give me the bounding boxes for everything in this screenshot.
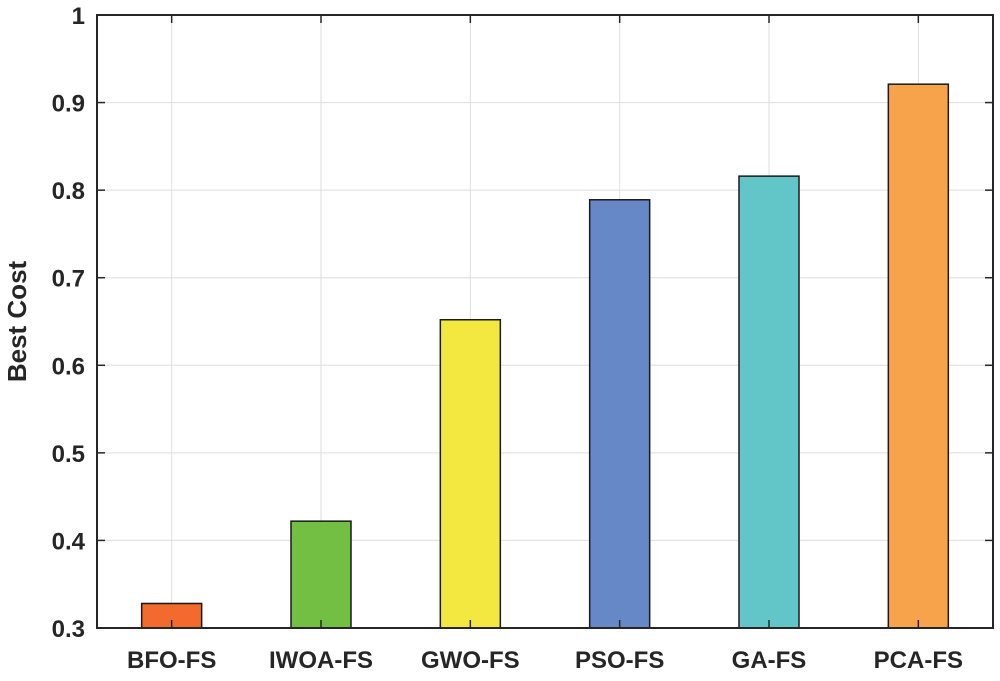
y-tick-label: 0.6 bbox=[52, 353, 85, 380]
x-tick-labels: BFO-FS IWOA-FS GWO-FS PSO-FS GA-FS PCA-FS bbox=[127, 647, 963, 674]
x-tick-label: GA-FS bbox=[732, 647, 807, 674]
axes-frame bbox=[96, 14, 994, 629]
y-tick-labels: 0.3 0.4 0.5 0.6 0.7 0.8 0.9 1 bbox=[52, 3, 86, 643]
bar-pca-fs bbox=[887, 83, 950, 629]
y-tick-label: 0.3 bbox=[52, 616, 85, 643]
y-tick-label: 0.5 bbox=[52, 441, 85, 468]
grid-lines bbox=[97, 14, 993, 629]
y-tick-label: 0.7 bbox=[52, 266, 85, 293]
y-tick-label: 0.9 bbox=[52, 91, 85, 118]
axis-ticks bbox=[97, 14, 993, 629]
x-tick-label: BFO-FS bbox=[127, 647, 216, 674]
y-axis-label: Best Cost bbox=[2, 260, 32, 382]
bar-ga-fs bbox=[738, 175, 800, 629]
bar-iwoa-fs bbox=[290, 520, 352, 629]
y-tick-label: 1 bbox=[72, 3, 85, 30]
y-tick-label: 0.4 bbox=[52, 528, 86, 555]
y-tick-label: 0.8 bbox=[52, 178, 85, 205]
bars bbox=[140, 83, 950, 629]
x-tick-label: PCA-FS bbox=[874, 647, 963, 674]
bar-pso-fs bbox=[588, 199, 651, 629]
bar-gwo-fs bbox=[439, 318, 502, 629]
x-tick-label: IWOA-FS bbox=[269, 647, 373, 674]
x-tick-label: GWO-FS bbox=[421, 647, 520, 674]
x-tick-label: PSO-FS bbox=[575, 647, 664, 674]
